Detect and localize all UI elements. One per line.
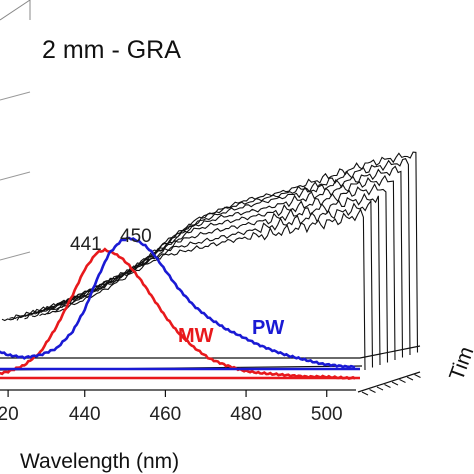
grid-line xyxy=(0,91,31,101)
series-label-pw: PW xyxy=(252,317,284,339)
z-tick xyxy=(361,391,369,396)
grid-line xyxy=(0,171,31,181)
back-spectrum-line xyxy=(54,151,419,353)
z-tick xyxy=(406,376,414,381)
baseline xyxy=(0,345,421,359)
peak-label-mw: 441 xyxy=(70,234,102,255)
x-tick-label: 480 xyxy=(230,404,262,425)
series-line-pw xyxy=(0,236,356,370)
x-axis-label: Wavelength (nm) xyxy=(20,450,179,473)
back-spectrum-line xyxy=(16,192,381,366)
series-line-mw xyxy=(0,247,356,380)
back-spectrum-line xyxy=(1,208,366,371)
z-tick xyxy=(391,381,399,386)
x-axis: 20 440 460 480 500 xyxy=(0,371,421,425)
x-tick-label: 20 xyxy=(0,404,19,425)
z-tick xyxy=(399,379,406,383)
grid-line xyxy=(0,251,31,261)
series-label-mw: MW xyxy=(178,325,214,347)
back-grid xyxy=(0,0,31,261)
peak-label-pw: 450 xyxy=(120,226,152,247)
z-axis-label: Tim xyxy=(445,344,474,384)
back-spectrum-line xyxy=(24,183,389,363)
z-tick xyxy=(376,386,384,391)
back-spectrum-line xyxy=(39,165,404,358)
x-tick-label: 460 xyxy=(150,404,182,425)
x-tick-label: 500 xyxy=(311,404,343,425)
z-tick xyxy=(369,389,376,393)
front-spectra xyxy=(0,236,360,380)
z-tick xyxy=(414,374,421,378)
z-tick xyxy=(384,384,391,388)
back-spectrum-line xyxy=(46,158,411,356)
z-axis-line xyxy=(357,371,421,393)
x-tick-label: 440 xyxy=(69,404,101,425)
grid-line xyxy=(0,0,31,21)
chart-title: 2 mm - GRA xyxy=(42,36,181,64)
